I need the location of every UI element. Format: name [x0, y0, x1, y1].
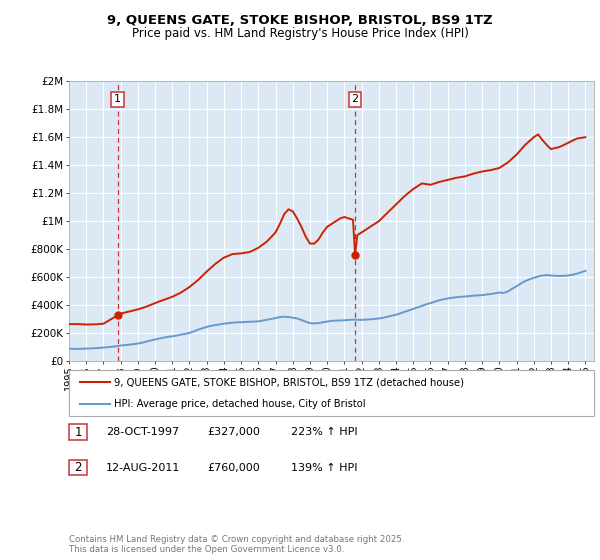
Text: 28-OCT-1997: 28-OCT-1997: [106, 427, 179, 437]
Text: Contains HM Land Registry data © Crown copyright and database right 2025.
This d: Contains HM Land Registry data © Crown c…: [69, 535, 404, 554]
Text: £327,000: £327,000: [207, 427, 260, 437]
Text: 9, QUEENS GATE, STOKE BISHOP, BRISTOL, BS9 1TZ (detached house): 9, QUEENS GATE, STOKE BISHOP, BRISTOL, B…: [114, 377, 464, 388]
Text: 12-AUG-2011: 12-AUG-2011: [106, 463, 181, 473]
Text: 2: 2: [74, 461, 82, 474]
Text: HPI: Average price, detached house, City of Bristol: HPI: Average price, detached house, City…: [114, 399, 365, 409]
Text: 1: 1: [114, 95, 121, 104]
Text: 1: 1: [74, 426, 82, 439]
Text: Price paid vs. HM Land Registry's House Price Index (HPI): Price paid vs. HM Land Registry's House …: [131, 27, 469, 40]
Text: 9, QUEENS GATE, STOKE BISHOP, BRISTOL, BS9 1TZ: 9, QUEENS GATE, STOKE BISHOP, BRISTOL, B…: [107, 14, 493, 27]
Text: 223% ↑ HPI: 223% ↑ HPI: [291, 427, 358, 437]
Text: 139% ↑ HPI: 139% ↑ HPI: [291, 463, 358, 473]
Text: £760,000: £760,000: [207, 463, 260, 473]
Text: 2: 2: [352, 95, 359, 104]
